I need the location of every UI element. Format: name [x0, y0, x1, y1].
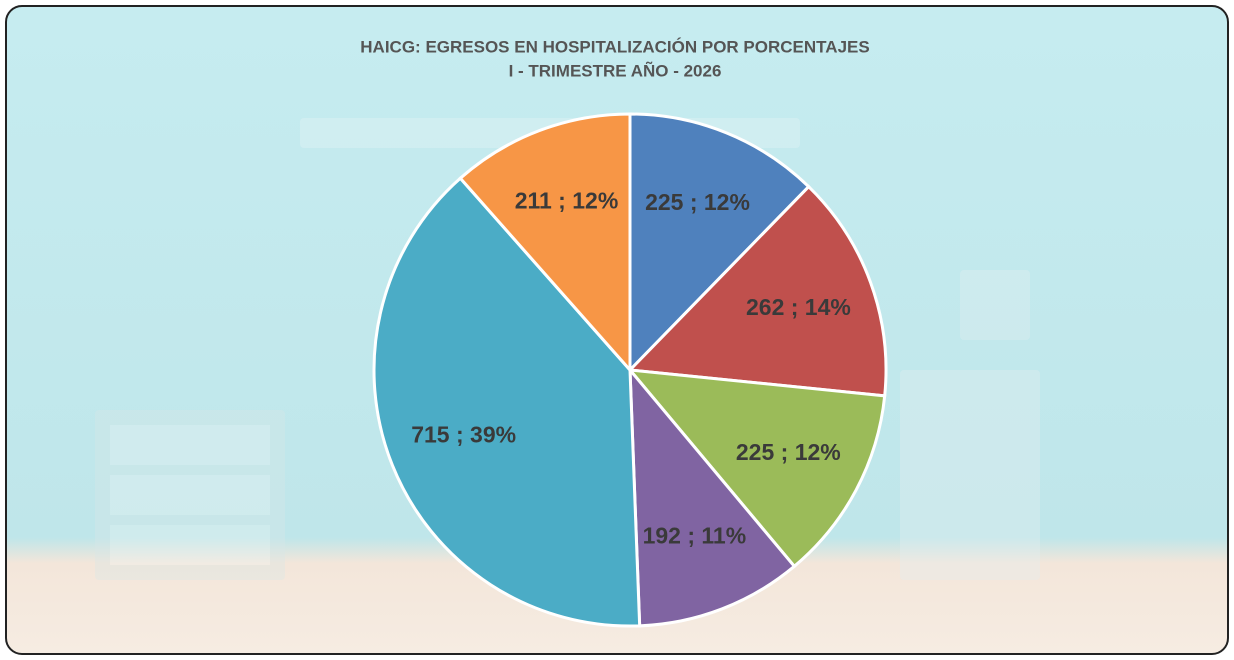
chart-subtitle: I - TRIMESTRE AÑO - 2026 [509, 60, 722, 80]
data-label: 225 ; 12% [645, 189, 750, 215]
data-label: 225 ; 12% [736, 439, 841, 465]
chart-title: HAICG: EGRESOS EN HOSPITALIZACIÓN POR PO… [360, 37, 869, 56]
data-label: 211 ; 12% [515, 188, 619, 214]
data-label: 715 ; 39% [411, 422, 516, 448]
data-label: 192 ; 11% [643, 522, 747, 548]
chart: HAICG: EGRESOS EN HOSPITALIZACIÓN POR PO… [0, 0, 1234, 660]
data-label: 262 ; 14% [746, 294, 851, 320]
page: HAICG: EGRESOS EN HOSPITALIZACIÓN POR PO… [0, 0, 1234, 660]
